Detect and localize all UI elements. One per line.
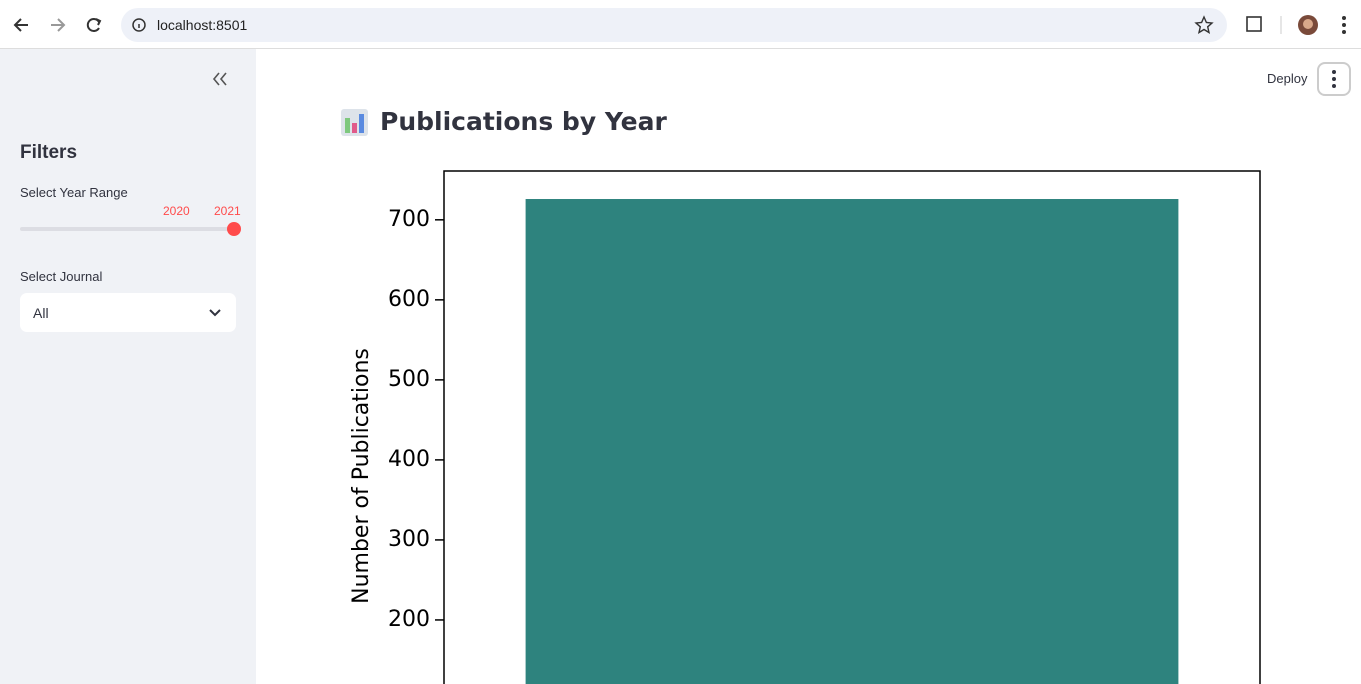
year-max: 2021 (214, 204, 241, 218)
browser-toolbar: localhost:8501 (0, 0, 1361, 49)
bar (525, 199, 1179, 684)
deploy-button[interactable]: Deploy (1267, 71, 1308, 86)
journal-value: All (33, 305, 49, 321)
nav-buttons[interactable] (0, 0, 120, 48)
journal-label: Select Journal (20, 269, 103, 284)
y-tick-label: 200 (388, 607, 430, 632)
address-bar[interactable]: localhost:8501 (121, 8, 1227, 42)
y-tick-label: 300 (388, 527, 430, 552)
year-min: 2020 (163, 204, 190, 218)
sidebar: Filters Select Year Range 2020 2021 Sele… (0, 49, 256, 684)
y-tick-label: 600 (388, 287, 430, 312)
year-slider[interactable] (14, 219, 250, 239)
plot-frame (443, 170, 1261, 684)
y-tick-label: 500 (388, 367, 430, 392)
title-icon (341, 109, 368, 136)
y-tick-label: 700 (388, 207, 430, 232)
y-axis-label: Number of Publications (349, 348, 374, 604)
sidebar-heading: Filters (20, 142, 78, 163)
y-tick-label: 400 (388, 447, 430, 472)
browser-actions[interactable] (1241, 0, 1361, 48)
collapse-button[interactable] (210, 69, 230, 89)
main-menu[interactable] (1317, 62, 1351, 96)
journal-select[interactable]: All (20, 293, 236, 332)
year-label: Select Year Range (20, 185, 128, 200)
chart-title: Publications by Year (380, 107, 667, 136)
url-text: localhost:8501 (157, 17, 248, 33)
